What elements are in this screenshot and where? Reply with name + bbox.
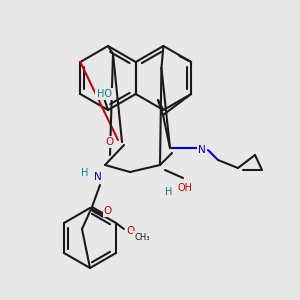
Text: N: N — [198, 145, 206, 155]
Text: H: H — [165, 187, 173, 197]
Text: O: O — [104, 206, 112, 216]
Text: N: N — [94, 172, 102, 182]
Text: CH₃: CH₃ — [134, 232, 150, 242]
Text: O: O — [106, 137, 114, 147]
Text: HO: HO — [97, 89, 112, 99]
Text: O: O — [127, 226, 135, 236]
Text: OH: OH — [178, 183, 193, 193]
Text: H: H — [81, 168, 89, 178]
